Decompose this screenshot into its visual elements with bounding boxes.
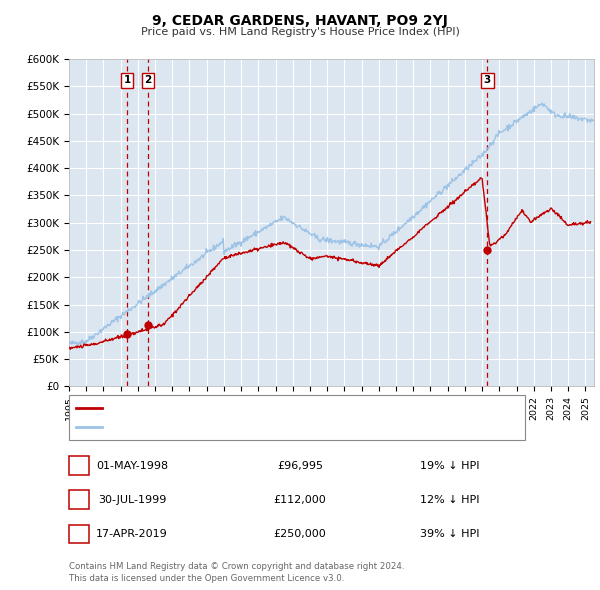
Text: Price paid vs. HM Land Registry's House Price Index (HPI): Price paid vs. HM Land Registry's House … [140, 28, 460, 37]
Text: 3: 3 [75, 529, 83, 539]
Text: £250,000: £250,000 [274, 529, 326, 539]
Text: 9, CEDAR GARDENS, HAVANT, PO9 2YJ (detached house): 9, CEDAR GARDENS, HAVANT, PO9 2YJ (detac… [106, 403, 388, 412]
Text: 1: 1 [124, 76, 131, 86]
Text: 01-MAY-1998: 01-MAY-1998 [96, 461, 168, 470]
Text: 19% ↓ HPI: 19% ↓ HPI [420, 461, 479, 470]
Text: 3: 3 [484, 76, 491, 86]
Text: 30-JUL-1999: 30-JUL-1999 [98, 495, 166, 504]
Text: 9, CEDAR GARDENS, HAVANT, PO9 2YJ: 9, CEDAR GARDENS, HAVANT, PO9 2YJ [152, 14, 448, 28]
Text: 2: 2 [75, 495, 83, 504]
Text: 12% ↓ HPI: 12% ↓ HPI [420, 495, 479, 504]
Text: £112,000: £112,000 [274, 495, 326, 504]
Text: 1: 1 [75, 461, 83, 470]
Text: 17-APR-2019: 17-APR-2019 [96, 529, 168, 539]
Text: 2: 2 [144, 76, 151, 86]
Text: 39% ↓ HPI: 39% ↓ HPI [420, 529, 479, 539]
Text: HPI: Average price, detached house, Havant: HPI: Average price, detached house, Hava… [106, 422, 326, 432]
Text: Contains HM Land Registry data © Crown copyright and database right 2024.
This d: Contains HM Land Registry data © Crown c… [69, 562, 404, 583]
Text: £96,995: £96,995 [277, 461, 323, 470]
